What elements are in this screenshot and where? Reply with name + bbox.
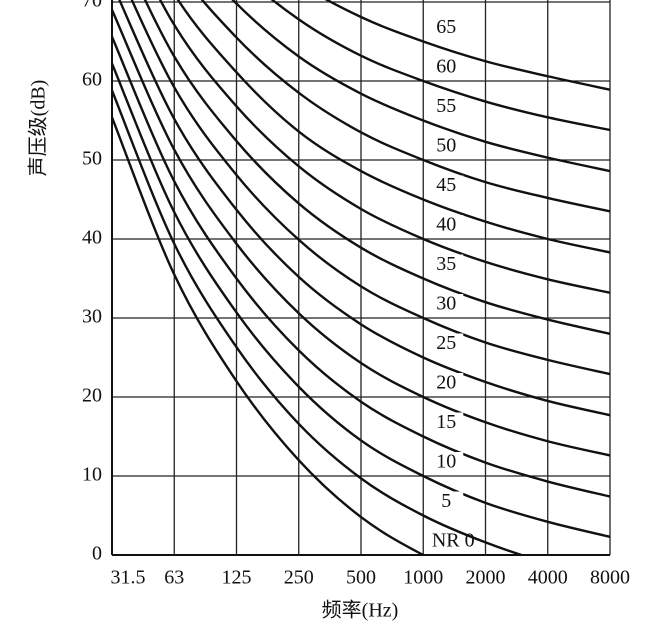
- x-tick-label: 4000: [528, 567, 568, 589]
- curve-label-bg: [429, 254, 464, 277]
- y-tick-label: 60: [82, 69, 102, 91]
- curve-label-bg: [429, 491, 464, 514]
- x-tick-label: 125: [222, 567, 252, 589]
- nr-curve: [112, 116, 428, 556]
- curve-label: 30: [436, 293, 456, 315]
- curve-label: 10: [436, 451, 456, 473]
- y-tick-label: 30: [82, 306, 102, 328]
- x-axis-label: 频率(Hz): [322, 599, 399, 622]
- nr-curve: [176, 0, 610, 254]
- curve-label-bg: [429, 333, 464, 356]
- x-tick-label: 63: [164, 567, 184, 589]
- nr-curve: [112, 36, 610, 498]
- curve-label: 35: [436, 253, 456, 275]
- curve-label-bg: [429, 452, 464, 474]
- nr-curve: [130, 0, 610, 376]
- nr-curve: [231, 0, 610, 173]
- x-tick-label: 500: [346, 567, 376, 589]
- y-tick-label: 40: [82, 227, 102, 249]
- curve-label: 60: [436, 56, 456, 78]
- curve-label: 15: [436, 411, 456, 433]
- nr-curve: [112, 9, 610, 457]
- nr-curve: [270, 0, 610, 132]
- curve-label: 25: [436, 332, 456, 354]
- curve-label-bg: [429, 294, 464, 316]
- x-tick-label: 250: [284, 567, 314, 589]
- curve-label-bg: [429, 373, 464, 395]
- nr-curve: [112, 90, 529, 556]
- plot-area: [112, 0, 610, 556]
- y-tick-label: 70: [82, 0, 102, 12]
- curve-label-bg: [429, 57, 464, 79]
- curve-label-bg: [429, 175, 464, 198]
- curve-label-bg: [429, 136, 464, 158]
- x-tick-label: 8000: [590, 567, 630, 589]
- y-tick-label: 10: [82, 464, 102, 486]
- curve-label-bg: [429, 531, 440, 553]
- curve-label: 40: [436, 214, 456, 236]
- y-tick-label: 20: [82, 385, 102, 407]
- curve-label: NR 0: [432, 530, 475, 552]
- curve-label: 45: [436, 174, 456, 196]
- y-tick-label: 50: [82, 148, 102, 170]
- y-tick-label: 0: [92, 543, 102, 565]
- curve-label-bg: [429, 215, 464, 237]
- nr-curve: [112, 63, 610, 538]
- curve-label: 20: [436, 372, 456, 394]
- curve-label: 50: [436, 135, 456, 157]
- curve-label: 55: [436, 95, 456, 117]
- curve-label: 5: [441, 490, 451, 512]
- curve-label: 65: [436, 16, 456, 38]
- nr-curve: [158, 0, 610, 294]
- nr-curve: [324, 0, 610, 91]
- curve-label-bg: [429, 96, 464, 119]
- nr-curve: [118, 0, 610, 417]
- nr-curve: [143, 0, 610, 335]
- curve-label-bg: [429, 412, 464, 435]
- x-tick-label: 31.5: [111, 567, 146, 589]
- curve-label-bg: [429, 17, 464, 40]
- x-tick-label: 2000: [466, 567, 506, 589]
- nr-curve: [200, 0, 610, 213]
- y-axis-label: 声压级(dB): [27, 80, 50, 177]
- x-tick-label: 1000: [403, 567, 443, 589]
